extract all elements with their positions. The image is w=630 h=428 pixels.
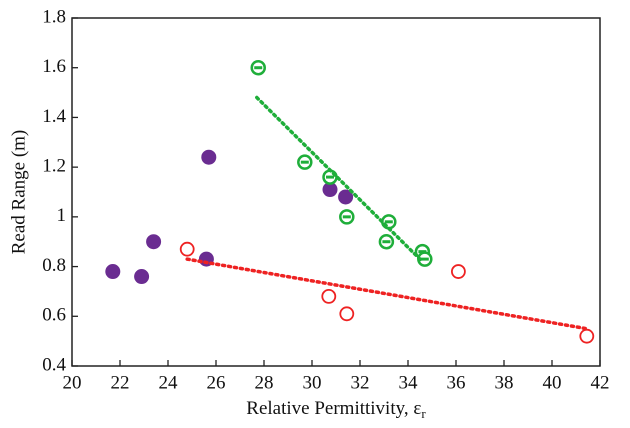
point: [146, 234, 162, 250]
x-tick-label: 34: [399, 372, 419, 393]
y-axis-label: Read Range (m): [8, 130, 29, 255]
plot-frame: [71, 17, 601, 367]
y-tick-label: 1: [57, 205, 67, 226]
x-tick-label: 40: [543, 372, 562, 393]
point: [134, 269, 150, 285]
x-tick-label: 30: [303, 372, 322, 393]
point: [381, 214, 397, 230]
point: [378, 233, 395, 250]
point: [105, 264, 121, 280]
x-tick-label: 26: [207, 372, 226, 393]
x-tick-label: 36: [447, 372, 466, 393]
point: [179, 241, 195, 257]
y-tick-label: 1.6: [42, 56, 66, 77]
x-tick-label: 20: [63, 372, 82, 393]
point: [417, 251, 433, 267]
x-axis-label: Relative Permittivity, εr: [246, 398, 426, 421]
x-tick-label: 32: [351, 372, 370, 393]
y-tick-label: 0.8: [42, 255, 66, 276]
x-tick-label: 38: [495, 372, 514, 393]
trend-line: [185, 257, 589, 331]
point: [579, 328, 595, 344]
x-axis-label-subscript: r: [421, 406, 426, 421]
point: [450, 264, 466, 279]
point: [338, 189, 354, 205]
x-tick-label: 22: [111, 372, 130, 393]
x-tick-label: 28: [255, 372, 274, 393]
x-tick-label: 42: [591, 372, 610, 393]
point: [321, 288, 337, 304]
point: [322, 182, 338, 198]
point: [201, 149, 217, 165]
y-tick-label: 1.8: [42, 6, 66, 27]
point: [250, 59, 266, 76]
y-tick-label: 1.4: [42, 106, 66, 127]
point: [297, 154, 313, 170]
trend-line: [255, 95, 425, 264]
y-tick-label: 0.4: [42, 354, 66, 375]
y-tick-label: 0.6: [42, 305, 66, 326]
y-tick-label: 1.2: [42, 156, 66, 177]
x-tick-label: 24: [159, 372, 179, 393]
x-axis-label-text: Relative Permittivity, ε: [246, 398, 421, 419]
point: [339, 209, 355, 225]
point: [339, 306, 355, 322]
